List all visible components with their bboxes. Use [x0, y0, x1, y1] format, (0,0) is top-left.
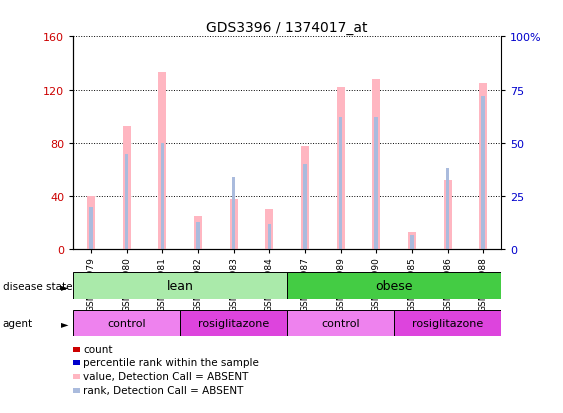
Bar	[196, 222, 200, 250]
Bar	[374, 118, 378, 250]
Bar	[339, 118, 342, 250]
Bar	[303, 165, 307, 250]
Text: control: control	[108, 318, 146, 328]
Bar	[73, 310, 180, 337]
Text: disease state: disease state	[3, 281, 72, 291]
Bar	[287, 273, 501, 299]
Bar	[479, 84, 487, 250]
Bar	[410, 235, 414, 250]
Title: GDS3396 / 1374017_at: GDS3396 / 1374017_at	[207, 21, 368, 35]
Text: count: count	[83, 344, 113, 354]
Bar	[408, 233, 416, 250]
Bar	[394, 310, 501, 337]
Bar	[123, 126, 131, 250]
Bar	[372, 80, 380, 250]
Bar	[160, 144, 164, 250]
Text: ►: ►	[61, 281, 69, 291]
Text: control: control	[321, 318, 360, 328]
Bar	[180, 310, 287, 337]
Bar	[265, 210, 273, 250]
Bar	[481, 97, 485, 250]
Bar	[446, 169, 449, 250]
Bar	[194, 217, 202, 250]
Bar	[232, 178, 235, 250]
Bar	[125, 154, 128, 250]
Bar	[337, 88, 345, 250]
Text: value, Detection Call = ABSENT: value, Detection Call = ABSENT	[83, 371, 249, 381]
Bar	[73, 273, 287, 299]
Bar	[158, 73, 166, 250]
Text: agent: agent	[3, 318, 33, 328]
Text: lean: lean	[167, 280, 194, 292]
Bar	[230, 199, 238, 250]
Text: ►: ►	[61, 318, 69, 328]
Text: percentile rank within the sample: percentile rank within the sample	[83, 358, 259, 368]
Bar	[301, 146, 309, 250]
Text: rosiglitazone: rosiglitazone	[412, 318, 483, 328]
Bar	[444, 181, 452, 250]
Bar	[267, 224, 271, 250]
Text: rosiglitazone: rosiglitazone	[198, 318, 269, 328]
Bar	[89, 207, 93, 250]
Text: rank, Detection Call = ABSENT: rank, Detection Call = ABSENT	[83, 385, 244, 395]
Text: obese: obese	[376, 280, 413, 292]
Bar	[287, 310, 394, 337]
Bar	[87, 197, 95, 250]
